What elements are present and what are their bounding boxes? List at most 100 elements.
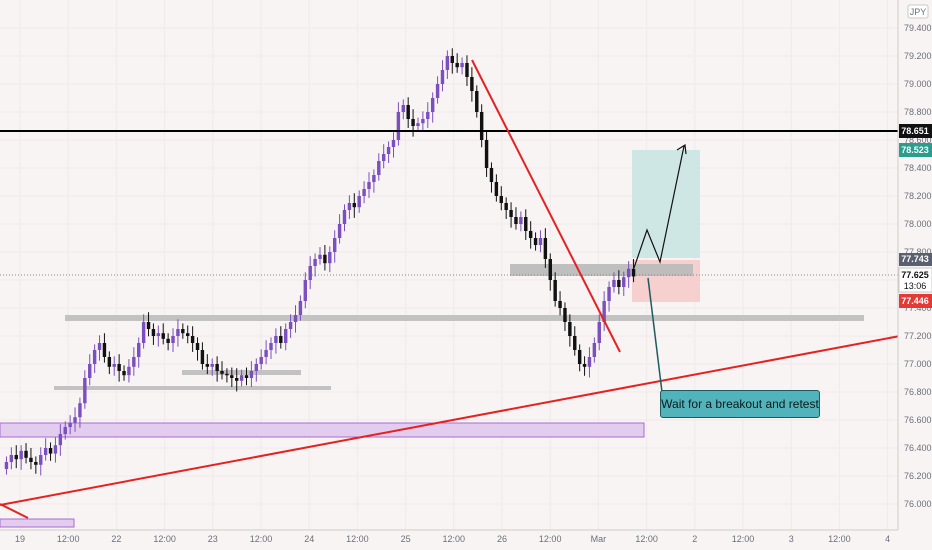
candle-bull (39, 455, 43, 465)
price-tick-label: 78.600 (904, 135, 932, 145)
candle-bear (122, 371, 126, 376)
candle-bear (195, 343, 200, 350)
candle-bull (259, 357, 263, 364)
time-tick-label: 23 (208, 534, 218, 544)
candle-bear (161, 333, 165, 339)
candle-bull (78, 403, 82, 418)
candle-bear (558, 301, 562, 308)
callout-pointer (647, 277, 663, 393)
candle-bear (411, 119, 415, 126)
candle-bear (470, 77, 474, 91)
candle-bull (298, 301, 303, 315)
candle-bull (254, 364, 259, 371)
candle-bull (239, 375, 244, 381)
support-zone-left (54, 386, 331, 390)
candle-bear (215, 364, 219, 371)
candle-bear (494, 182, 499, 196)
price-tick-label: 76.800 (904, 387, 932, 397)
candle-bear (230, 375, 234, 378)
candle-bear (543, 238, 548, 259)
candle-bull (249, 371, 254, 378)
price-tick-label: 79.400 (904, 23, 932, 33)
tag-stop: 77.446 (901, 296, 929, 306)
candle-bull (4, 462, 9, 469)
candle-bull (141, 322, 146, 343)
candles (4, 48, 636, 476)
candle-bear (102, 343, 107, 357)
candle-bear (573, 336, 577, 350)
candle-bull (43, 448, 48, 455)
tag-stop-box (899, 294, 932, 308)
candle-bull (607, 287, 611, 301)
candle-bull (421, 119, 425, 124)
candle-bull (127, 366, 131, 376)
candle-bull (367, 182, 371, 189)
candle-bull (53, 445, 58, 454)
candle-bear (533, 238, 538, 245)
rising-trendline[interactable] (0, 329, 932, 506)
currency-badge-box[interactable] (907, 4, 929, 19)
candle-bear (465, 63, 469, 77)
candle-bear (406, 105, 410, 119)
time-tick-label: 12:00 (153, 534, 176, 544)
candle-bull (274, 336, 278, 343)
candle-bear (524, 217, 528, 231)
price-tick-label: 76.400 (904, 443, 932, 453)
time-tick-label: 12:00 (57, 534, 80, 544)
candle-bull (386, 147, 391, 154)
price-tick-label: 78.400 (904, 163, 932, 173)
candle-bull (332, 238, 337, 252)
tag-target-box (899, 143, 932, 157)
candle-bear (107, 357, 112, 367)
candle-bull (347, 203, 352, 210)
candle-bear (352, 203, 357, 208)
candle-bull (58, 434, 63, 446)
price-tick-label: 78.000 (904, 219, 932, 229)
candle-bull (63, 427, 67, 434)
tag-last-price-box (898, 267, 932, 293)
candle-bear (582, 364, 587, 367)
candle-bull (416, 123, 420, 126)
candle-bull (538, 238, 543, 245)
candle-bear (117, 364, 121, 371)
candle-bear (166, 338, 170, 343)
candle-bear (514, 217, 518, 224)
candle-bear (14, 455, 18, 460)
time-tick-label: Mar (591, 534, 607, 544)
candle-bull (313, 259, 317, 266)
time-tick-label: 25 (401, 534, 411, 544)
candle-bull (92, 350, 97, 364)
candle-bull (269, 343, 273, 350)
candle-bear (24, 450, 28, 458)
projection-path[interactable] (633, 145, 685, 269)
candle-bear (323, 254, 327, 264)
time-tick-label: 12:00 (346, 534, 369, 544)
time-tick-label: 19 (15, 534, 25, 544)
candle-bear (528, 231, 533, 238)
candle-bear (234, 378, 239, 381)
time-tick-label: 12:00 (732, 534, 755, 544)
candle-bear (509, 210, 513, 217)
candle-bear (205, 364, 210, 367)
candle-bull (401, 105, 406, 112)
candle-bear (475, 91, 479, 112)
time-tick-label: 12:00 (539, 534, 562, 544)
candle-bull (68, 422, 72, 427)
candle-bull (391, 140, 396, 147)
candle-bear (220, 371, 224, 374)
price-tick-label: 79.000 (904, 79, 932, 89)
falling-trendline[interactable] (471, 59, 621, 353)
candle-bull (626, 268, 631, 278)
small-red-segment[interactable] (0, 503, 29, 519)
time-axis-ticks: 19 12:00 22 12:00 23 12:00 24 12:00 25 12:00 26 12:… (15, 534, 890, 544)
time-tick-label: 3 (789, 534, 794, 544)
candle-bull (440, 70, 445, 84)
price-tick-label: 78.200 (904, 191, 932, 201)
candle-bear (279, 336, 283, 343)
candle-bull (426, 112, 430, 119)
tag-resistance-box (899, 124, 932, 138)
breakout-callout[interactable]: Wait for a breakout and retest (660, 390, 820, 418)
candle-bull (587, 357, 592, 367)
time-tick-label: 12:00 (250, 534, 273, 544)
